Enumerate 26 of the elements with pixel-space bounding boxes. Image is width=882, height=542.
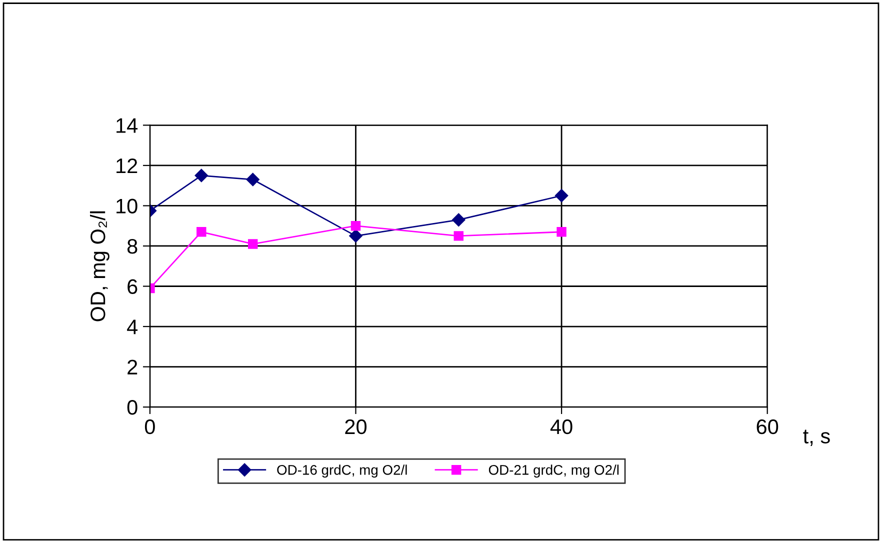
y-tick-label: 2 — [128, 360, 138, 374]
point — [349, 229, 362, 243]
y-tick-label: 6 — [128, 279, 138, 294]
x-tick-label: 20 — [345, 419, 367, 434]
x-tick-label: 0 — [144, 419, 155, 434]
x-tick-label: 60 — [756, 419, 778, 434]
y-tick-label: 10 — [116, 198, 138, 214]
y-tick-label: 12 — [116, 158, 138, 174]
point — [454, 231, 464, 241]
point — [248, 239, 258, 249]
y-tick-label: 4 — [127, 320, 138, 334]
x-tick-label: 40 — [550, 419, 572, 434]
legend-label: OD-21 grdC, mg O2/l — [488, 464, 619, 478]
point — [196, 227, 206, 237]
point — [350, 221, 361, 231]
point — [554, 189, 568, 202]
y-tick-label: 8 — [127, 238, 138, 254]
point — [194, 168, 208, 182]
point — [246, 172, 260, 186]
x-axis-title: t, s — [803, 430, 830, 446]
y-tick-label: 0 — [127, 400, 138, 415]
y-tick-label: 14 — [116, 118, 138, 133]
y-axis-title: OD, mg O₂/l — [90, 211, 110, 322]
legend-label: OD-16 grdC, mg O2/l — [277, 464, 407, 478]
point — [556, 227, 566, 237]
point — [452, 213, 466, 226]
